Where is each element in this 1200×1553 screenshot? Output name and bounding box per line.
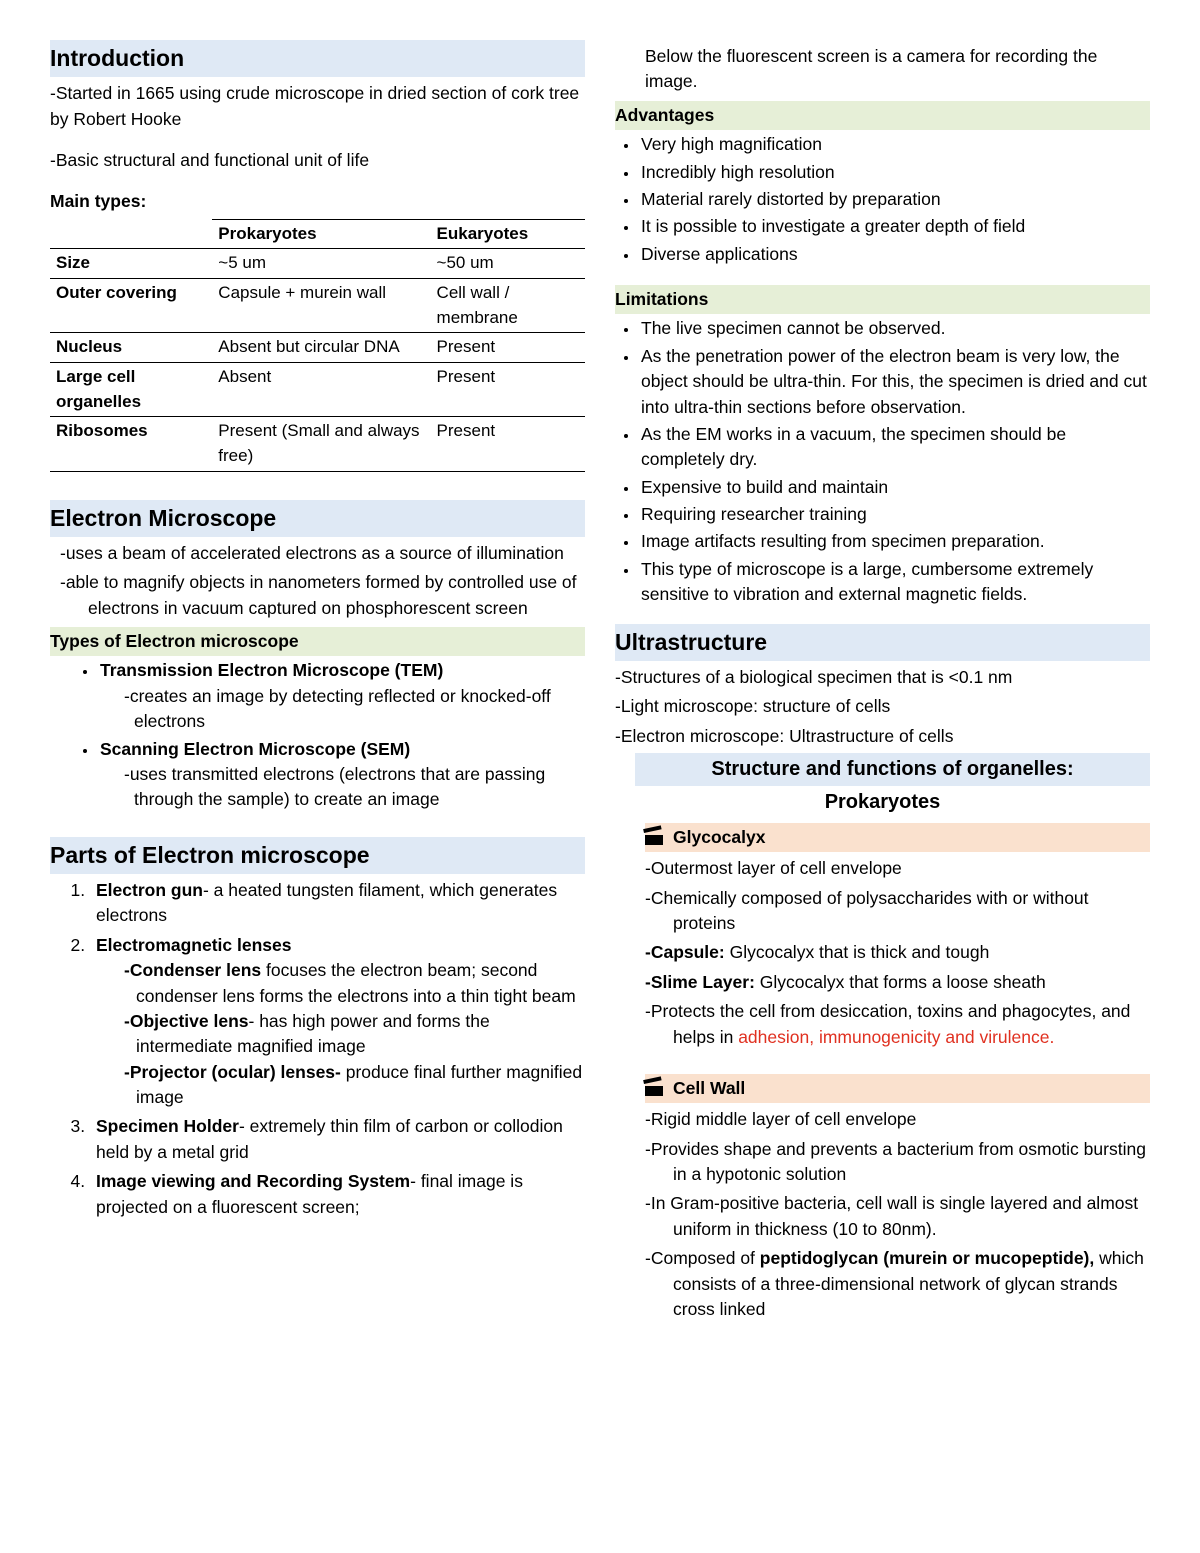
th-prokaryotes: Prokaryotes <box>212 219 430 249</box>
list-item: Image artifacts resulting from specimen … <box>639 529 1150 554</box>
list-item: This type of microscope is a large, cumb… <box>639 557 1150 608</box>
list-item: Very high magnification <box>639 132 1150 157</box>
list-item: The live specimen cannot be observed. <box>639 316 1150 341</box>
list-item: Electron gun- a heated tungsten filament… <box>90 878 585 929</box>
em-desc-1: -uses a beam of accelerated electrons as… <box>60 541 585 566</box>
cellwall-line: -Provides shape and prevents a bacterium… <box>645 1137 1150 1188</box>
list-item: Specimen Holder- extremely thin film of … <box>90 1114 585 1165</box>
list-item: Requiring researcher training <box>639 502 1150 527</box>
th-eukaryotes: Eukaryotes <box>431 219 585 249</box>
part-label: Specimen Holder <box>96 1116 239 1136</box>
table-row: Large cell organelles Absent Present <box>50 363 585 417</box>
list-item: Incredibly high resolution <box>639 160 1150 185</box>
part-sub: -Condenser lens focuses the electron bea… <box>124 958 585 1009</box>
glyco-line: -Chemically composed of polysaccharides … <box>645 886 1150 937</box>
list-item: Diverse applications <box>639 242 1150 267</box>
list-item: Electromagnetic lenses -Condenser lens f… <box>90 933 585 1111</box>
ultra-line-2: -Light microscope: structure of cells <box>615 694 1150 719</box>
table-row: Outer covering Capsule + murein wall Cel… <box>50 279 585 333</box>
limitations-list: The live specimen cannot be observed. As… <box>639 316 1150 607</box>
list-item: Expensive to build and maintain <box>639 475 1150 500</box>
subhead-prokaryotes: Prokaryotes <box>615 788 1150 817</box>
part-label: Electromagnetic lenses <box>96 935 292 955</box>
glycocalyx-label: Glycocalyx <box>673 825 765 850</box>
glyco-capsule: -Capsule: Glycocalyx that is thick and t… <box>645 940 1150 965</box>
list-item: As the EM works in a vacuum, the specime… <box>639 422 1150 473</box>
list-item: Image viewing and Recording System- fina… <box>90 1169 585 1220</box>
continuation-text: Below the fluorescent screen is a camera… <box>645 44 1150 95</box>
tem-label: Transmission Electron Microscope (TEM) <box>100 660 443 680</box>
parts-list: Electron gun- a heated tungsten filament… <box>90 878 585 1220</box>
part-sub: -Projector (ocular) lenses- produce fina… <box>124 1060 585 1111</box>
main-types-label: Main types: <box>50 189 585 214</box>
list-item: As the penetration power of the electron… <box>639 344 1150 420</box>
advantages-list: Very high magnification Incredibly high … <box>639 132 1150 267</box>
clapper-icon <box>645 1082 663 1096</box>
types-table: Prokaryotes Eukaryotes Size ~5 um ~50 um… <box>50 219 585 472</box>
list-item: Transmission Electron Microscope (TEM) -… <box>98 658 585 734</box>
table-row: Ribosomes Present (Small and always free… <box>50 417 585 471</box>
intro-line-2: -Basic structural and functional unit of… <box>50 148 585 173</box>
tem-desc: -creates an image by detecting reflected… <box>124 684 585 735</box>
table-row: Size ~5 um ~50 um <box>50 249 585 279</box>
glyco-line: -Outermost layer of cell envelope <box>645 856 1150 881</box>
heading-electron-microscope: Electron Microscope <box>50 500 585 537</box>
subhead-cell-wall: Cell Wall <box>645 1074 1150 1103</box>
cellwall-composed: -Composed of peptidoglycan (murein or mu… <box>645 1246 1150 1322</box>
list-item: It is possible to investigate a greater … <box>639 214 1150 239</box>
th-blank <box>50 219 212 249</box>
subhead-advantages: Advantages <box>615 101 1150 130</box>
heading-introduction: Introduction <box>50 40 585 77</box>
table-row: Nucleus Absent but circular DNA Present <box>50 333 585 363</box>
part-sub: -Objective lens- has high power and form… <box>124 1009 585 1060</box>
ultra-line-1: -Structures of a biological specimen tha… <box>615 665 1150 690</box>
ultra-line-3: -Electron microscope: Ultrastructure of … <box>615 724 1150 749</box>
em-desc-2: -able to magnify objects in nanometers f… <box>60 570 585 621</box>
red-highlight: adhesion, immunogenicity and virulence. <box>738 1027 1054 1047</box>
em-types-list: Transmission Electron Microscope (TEM) -… <box>98 658 585 812</box>
left-column: Introduction -Started in 1665 using crud… <box>50 40 585 1326</box>
glyco-protect: -Protects the cell from desiccation, tox… <box>645 999 1150 1050</box>
part-label: Image viewing and Recording System <box>96 1171 410 1191</box>
list-item: Scanning Electron Microscope (SEM) -uses… <box>98 737 585 813</box>
cellwall-line: -Rigid middle layer of cell envelope <box>645 1107 1150 1132</box>
sem-desc: -uses transmitted electrons (electrons t… <box>124 762 585 813</box>
heading-parts-em: Parts of Electron microscope <box>50 837 585 874</box>
subhead-glycocalyx: Glycocalyx <box>645 823 1150 852</box>
sem-label: Scanning Electron Microscope (SEM) <box>100 739 410 759</box>
list-item: Material rarely distorted by preparation <box>639 187 1150 212</box>
subhead-em-types: Types of Electron microscope <box>50 627 585 656</box>
subhead-limitations: Limitations <box>615 285 1150 314</box>
intro-line-1: -Started in 1665 using crude microscope … <box>50 81 585 132</box>
cellwall-line: -In Gram-positive bacteria, cell wall is… <box>645 1191 1150 1242</box>
clapper-icon <box>645 831 663 845</box>
subhead-structure-functions: Structure and functions of organelles: <box>635 753 1150 786</box>
cell-wall-label: Cell Wall <box>673 1076 745 1101</box>
glyco-slime: -Slime Layer: Glycocalyx that forms a lo… <box>645 970 1150 995</box>
heading-ultrastructure: Ultrastructure <box>615 624 1150 661</box>
part-label: Electron gun <box>96 880 203 900</box>
right-column: Below the fluorescent screen is a camera… <box>615 40 1150 1326</box>
